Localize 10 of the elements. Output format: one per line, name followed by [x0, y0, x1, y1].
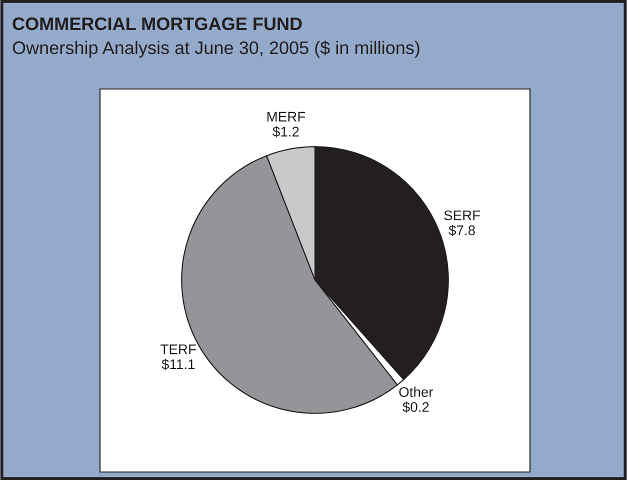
slice-label: MERF [267, 112, 306, 122]
data-label: $1.2 [272, 126, 299, 138]
slice-label: TERF [160, 344, 196, 354]
chart-subtitle: Ownership Analysis at June 30, 2005 ($ in millions) [12, 40, 420, 58]
chart-title: COMMERCIAL MORTGAGE FUND [12, 17, 302, 30]
slice-label: SERF [444, 210, 480, 220]
data-label: $0.2 [402, 401, 429, 413]
data-label: $11.1 [162, 358, 195, 370]
slice-label: Other [399, 386, 434, 397]
data-label: $7.8 [448, 224, 475, 236]
